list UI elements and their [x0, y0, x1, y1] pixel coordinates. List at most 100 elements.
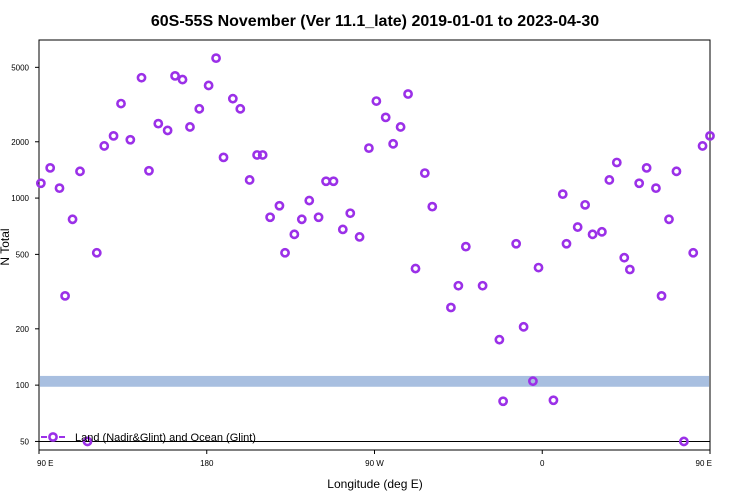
- x-tick-label: 90 W: [365, 459, 384, 468]
- data-point: [91, 247, 102, 258]
- data-point: [60, 290, 70, 301]
- data-point: [494, 334, 505, 345]
- data-point: [427, 201, 438, 212]
- data-point: [244, 175, 255, 185]
- data-point: [561, 238, 572, 249]
- data-point: [533, 262, 544, 273]
- x-tick-label: 90 E: [696, 459, 712, 468]
- data-point: [170, 70, 180, 81]
- data-point: [548, 395, 559, 406]
- data-point: [656, 290, 667, 301]
- y-tick-label: 200: [16, 325, 30, 334]
- data-point: [410, 263, 421, 274]
- data-point: [419, 168, 430, 178]
- x-tick-label: 90 E: [37, 459, 53, 468]
- data-point: [619, 252, 630, 263]
- data-point: [108, 130, 119, 141]
- y-tick-label: 2000: [11, 138, 29, 147]
- y-axis-label: N Total: [0, 228, 12, 265]
- data-point: [580, 199, 591, 210]
- data-point: [304, 195, 315, 206]
- data-point: [194, 103, 205, 114]
- data-point: [679, 436, 689, 447]
- data-point: [651, 183, 661, 194]
- data-point: [45, 162, 56, 173]
- data-point: [274, 200, 285, 211]
- data-point: [498, 396, 509, 407]
- data-point: [144, 165, 154, 176]
- data-point: [177, 74, 188, 85]
- data-point: [688, 247, 699, 258]
- data-point: [345, 208, 356, 219]
- data-point: [460, 241, 471, 252]
- data-point: [116, 98, 126, 109]
- data-point: [136, 72, 147, 83]
- data-point: [371, 96, 382, 106]
- data-point: [587, 229, 598, 240]
- y-tick-label: 500: [16, 250, 30, 259]
- chart-title: 60S-55S November (Ver 11.1_late) 2019-01…: [151, 13, 599, 30]
- legend-label: Land (Nadir&Glint) and Ocean (Glint): [75, 432, 256, 444]
- data-point: [82, 436, 93, 447]
- data-point: [125, 134, 136, 145]
- data-point: [35, 178, 46, 189]
- data-point: [257, 150, 268, 160]
- data-point: [337, 224, 348, 235]
- y-tick-label: 100: [16, 381, 30, 390]
- x-tick-label: 0: [540, 459, 545, 468]
- data-point: [611, 157, 622, 168]
- band-layer: [40, 375, 709, 387]
- data-point: [395, 122, 406, 132]
- x-axis-label: Longitude (deg E): [327, 477, 422, 491]
- data-point: [321, 176, 331, 187]
- x-tick-label: 180: [200, 459, 214, 468]
- data-point: [265, 212, 276, 223]
- legend: Land (Nadir&Glint) and Ocean (Glint): [41, 432, 256, 444]
- data-point: [185, 122, 195, 132]
- data-point: [153, 118, 164, 129]
- y-tick-label: 1000: [11, 194, 29, 203]
- y-tick-label: 5000: [11, 63, 29, 72]
- data-point: [203, 80, 214, 91]
- data-point: [328, 176, 339, 187]
- data-point: [296, 214, 307, 225]
- data-point: [211, 53, 221, 64]
- data-point: [227, 93, 238, 104]
- data-point: [453, 280, 464, 291]
- reference-band: [40, 375, 709, 387]
- data-point: [364, 143, 374, 154]
- data-point: [446, 302, 456, 313]
- data-point: [54, 183, 65, 194]
- y-tick-label: 50: [20, 437, 29, 446]
- data-point: [75, 166, 85, 177]
- data-point: [557, 189, 568, 200]
- legend-marker: [48, 432, 58, 442]
- data-point: [252, 150, 262, 160]
- data-point: [354, 232, 365, 242]
- data-point: [624, 264, 635, 275]
- data-point: [380, 112, 391, 123]
- data-point: [477, 280, 488, 291]
- data-point: [403, 89, 413, 99]
- data-point: [664, 214, 674, 225]
- data-point: [67, 214, 78, 225]
- points-layer: [35, 53, 715, 447]
- data-point: [604, 175, 615, 185]
- data-point: [313, 212, 324, 223]
- data-point: [280, 247, 290, 258]
- data-point: [697, 141, 708, 151]
- data-point: [596, 226, 607, 237]
- data-point: [572, 222, 583, 232]
- data-point: [671, 166, 682, 177]
- data-point: [641, 162, 652, 173]
- plot-frame: [38, 39, 711, 451]
- data-point: [388, 138, 399, 149]
- data-point: [518, 321, 529, 332]
- data-point: [705, 130, 715, 141]
- data-point: [634, 178, 645, 189]
- data-point: [99, 141, 110, 151]
- data-point: [528, 376, 538, 387]
- data-point: [235, 103, 246, 114]
- data-point: [511, 238, 522, 249]
